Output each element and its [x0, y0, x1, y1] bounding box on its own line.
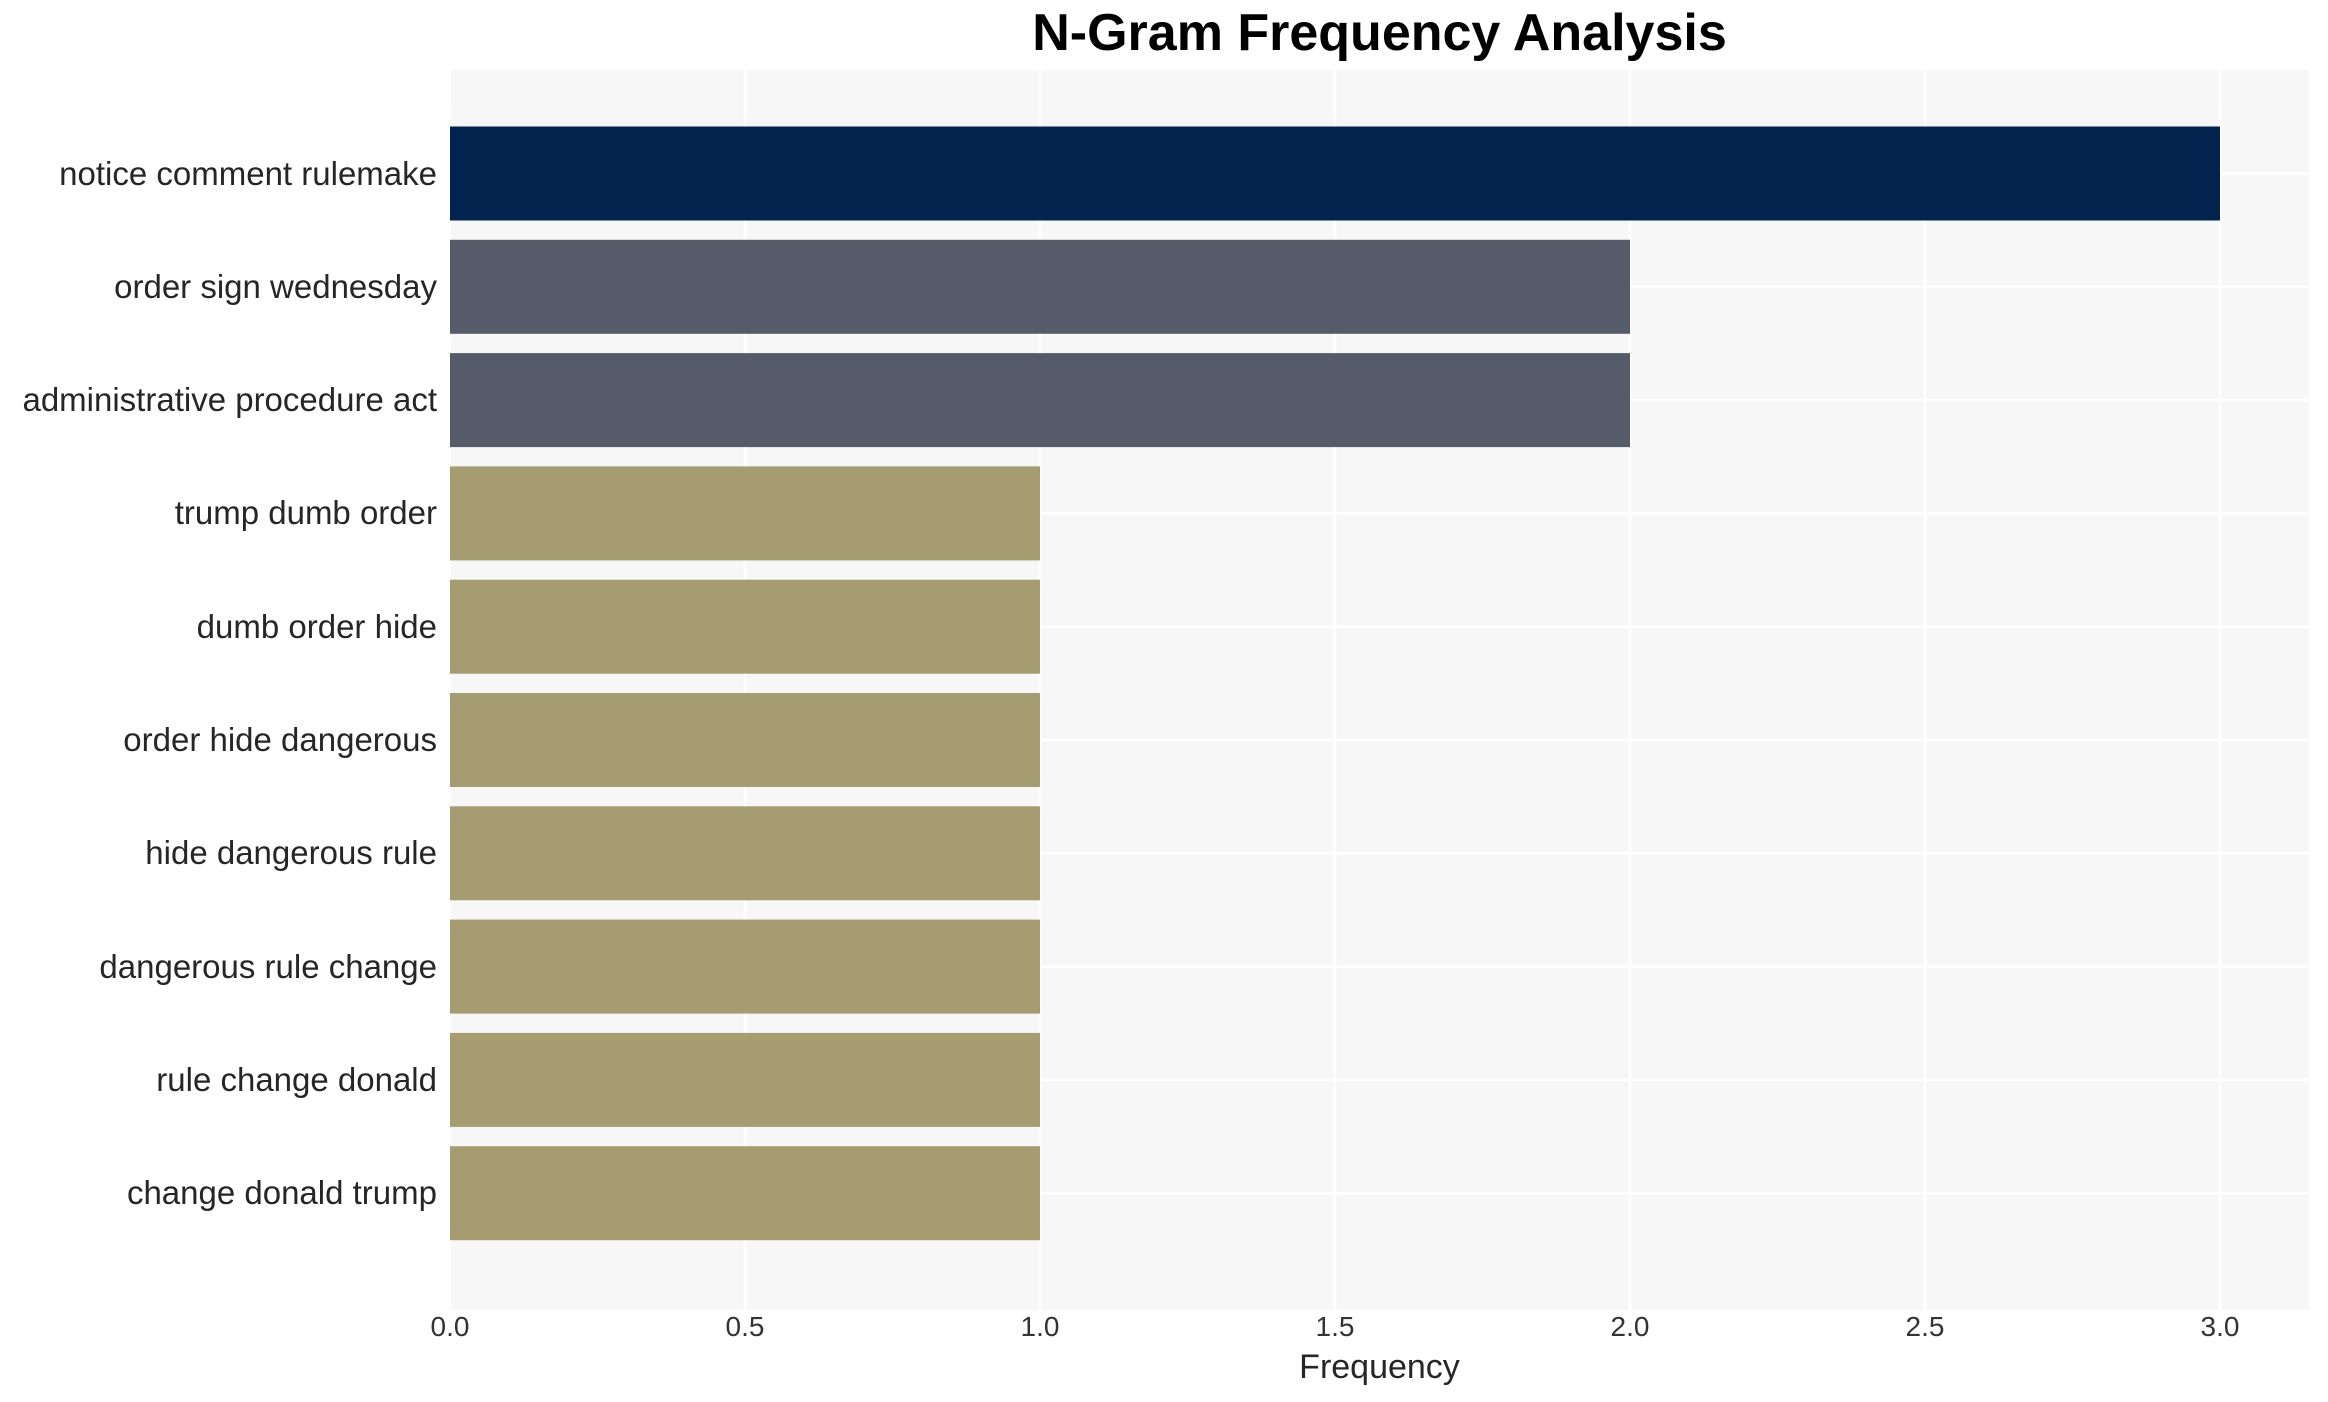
bar — [450, 1032, 1040, 1127]
y-axis-label: notice comment rulemake — [59, 154, 437, 192]
y-axis-label: change donald trump — [126, 1174, 437, 1212]
bar — [450, 919, 1040, 1014]
y-axis-label: hide dangerous rule — [145, 834, 437, 872]
x-axis-tick-label: 3.0 — [2200, 1311, 2240, 1342]
y-axis-label: administrative procedure act — [22, 381, 437, 419]
bar — [450, 579, 1040, 674]
y-axis-label: trump dumb order — [174, 494, 437, 532]
x-axis-tick-label: 1.5 — [1315, 1311, 1355, 1342]
bar — [450, 353, 1630, 448]
y-axis-label: rule change donald — [156, 1060, 437, 1098]
bar — [450, 466, 1040, 561]
x-axis-tick-label: 2.0 — [1610, 1311, 1650, 1342]
chart-title: N-Gram Frequency Analysis — [1032, 4, 1727, 62]
bar — [450, 239, 1630, 334]
x-axis-tick-label: 0.5 — [725, 1311, 765, 1342]
x-axis-tick-label: 2.5 — [1905, 1311, 1945, 1342]
bar — [450, 693, 1040, 787]
y-axis-label: dangerous rule change — [99, 947, 437, 985]
x-axis-tick-label: 1.0 — [1020, 1311, 1060, 1342]
bar — [450, 806, 1040, 901]
y-axis-label: order sign wednesday — [114, 267, 437, 305]
y-axis-label: order hide dangerous — [123, 721, 437, 758]
bar — [450, 1146, 1040, 1241]
y-axis-label: dumb order hide — [196, 607, 437, 645]
x-axis-tick-label: 0.0 — [430, 1311, 470, 1342]
x-axis-title: Frequency — [1299, 1348, 1460, 1386]
bar — [450, 126, 2220, 221]
